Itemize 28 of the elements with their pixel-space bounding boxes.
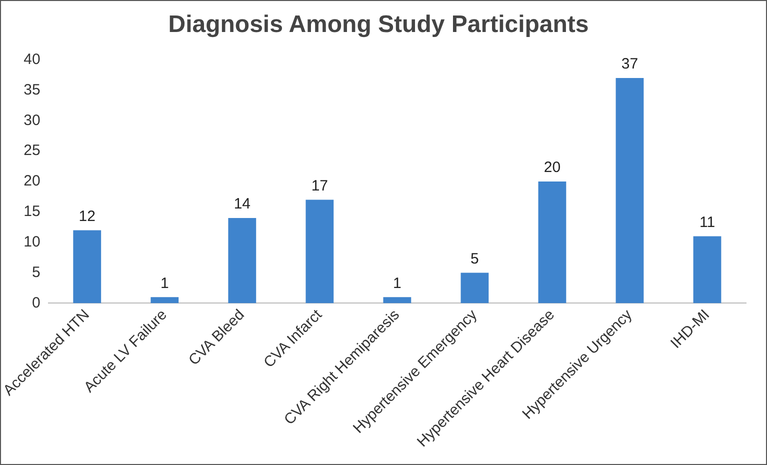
y-tick-label: 35: [24, 81, 40, 98]
bar: [306, 200, 334, 304]
bar: [693, 236, 722, 304]
data-label: 1: [160, 274, 169, 292]
y-tick-label: 40: [24, 50, 40, 68]
data-label: 37: [621, 56, 638, 73]
y-tick-label: 25: [24, 142, 40, 160]
bar: [460, 272, 489, 304]
data-label: 11: [699, 214, 716, 231]
data-label: 17: [311, 177, 328, 194]
bar: [73, 230, 102, 304]
bar: [616, 78, 644, 304]
data-label: 5: [470, 250, 479, 268]
y-tick-label: 0: [32, 294, 40, 312]
data-label: 20: [544, 159, 561, 176]
bar: [383, 297, 412, 304]
y-tick-label: 15: [24, 203, 40, 220]
data-label: 12: [78, 208, 96, 225]
y-tick-label: 30: [24, 112, 40, 129]
bar: [228, 218, 256, 304]
data-label: 14: [234, 196, 250, 213]
chart-title: Diagnosis Among Study Participants: [168, 11, 589, 38]
data-label: 1: [393, 274, 402, 292]
bar: [538, 182, 566, 304]
y-tick-label: 5: [32, 264, 40, 281]
bar: [150, 297, 179, 304]
y-tick-label: 10: [24, 234, 40, 251]
y-tick-label: 20: [24, 172, 40, 190]
